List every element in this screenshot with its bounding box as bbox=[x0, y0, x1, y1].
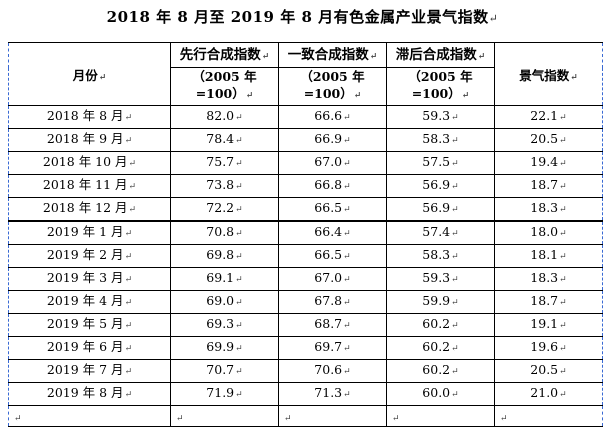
cell-month: 2019 年 7 月↵ bbox=[8, 359, 171, 383]
cell-leading: 69.3↵ bbox=[170, 313, 279, 337]
cell-leading: 69.8↵ bbox=[170, 244, 279, 268]
cell-empty: ↵ bbox=[278, 405, 387, 427]
cell-month: 2019 年 5 月↵ bbox=[8, 313, 171, 337]
title-text: 2018 年 8 月至 2019 年 8 月有色金属产业景气指数 bbox=[106, 8, 489, 26]
cell-coincident: 66.6↵ bbox=[278, 105, 387, 129]
table-row-empty: ↵ ↵ ↵ ↵ ↵ bbox=[8, 405, 603, 427]
table-row: 2019 年 4 月↵ 69.0↵ 67.8↵ 59.9↵ 18.7↵ bbox=[8, 290, 603, 314]
cell-coincident: 68.7↵ bbox=[278, 313, 387, 337]
cell-lagging: 59.3↵ bbox=[386, 105, 495, 129]
cell-coincident: 67.0↵ bbox=[278, 151, 387, 175]
cell-prosperity: 18.7↵ bbox=[494, 174, 603, 198]
cell-coincident: 66.5↵ bbox=[278, 197, 387, 222]
cell-month: 2019 年 4 月↵ bbox=[8, 290, 171, 314]
cell-prosperity: 20.5↵ bbox=[494, 359, 603, 383]
cell-coincident: 69.7↵ bbox=[278, 336, 387, 360]
cell-empty: ↵ bbox=[170, 405, 279, 427]
cell-lagging: 60.2↵ bbox=[386, 359, 495, 383]
cell-leading: 78.4↵ bbox=[170, 128, 279, 152]
cell-prosperity: 19.6↵ bbox=[494, 336, 603, 360]
table-row: 2018 年 9 月↵ 78.4↵ 66.9↵ 58.3↵ 20.5↵ bbox=[8, 128, 603, 152]
cell-month: 2019 年 8 月↵ bbox=[8, 382, 171, 406]
cell-month: 2019 年 6 月↵ bbox=[8, 336, 171, 360]
cell-coincident: 67.0↵ bbox=[278, 267, 387, 291]
cell-month: 2019 年 1 月↵ bbox=[8, 220, 171, 245]
cell-lagging: 59.3↵ bbox=[386, 267, 495, 291]
cell-lagging: 60.2↵ bbox=[386, 336, 495, 360]
table-row: 2019 年 1 月↵ 70.8↵ 66.4↵ 57.4↵ 18.0↵ bbox=[8, 220, 603, 245]
cell-coincident: 71.3↵ bbox=[278, 382, 387, 406]
cell-prosperity: 19.4↵ bbox=[494, 151, 603, 175]
table-row: 2019 年 7 月↵ 70.7↵ 70.6↵ 60.2↵ 20.5↵ bbox=[8, 359, 603, 383]
cell-prosperity: 18.3↵ bbox=[494, 267, 603, 291]
cell-lagging: 60.2↵ bbox=[386, 313, 495, 337]
table-row: 2019 年 2 月↵ 69.8↵ 66.5↵ 58.3↵ 18.1↵ bbox=[8, 244, 603, 268]
cell-coincident: 70.6↵ bbox=[278, 359, 387, 383]
cell-month: 2018 年 11 月↵ bbox=[8, 174, 171, 198]
table-row: 2019 年 5 月↵ 69.3↵ 68.7↵ 60.2↵ 19.1↵ bbox=[8, 313, 603, 337]
cell-leading: 82.0↵ bbox=[170, 105, 279, 129]
cell-coincident: 66.5↵ bbox=[278, 244, 387, 268]
cell-leading: 69.9↵ bbox=[170, 336, 279, 360]
header-leading-base: （2005 年=100）↵ bbox=[170, 67, 279, 106]
cell-lagging: 58.3↵ bbox=[386, 128, 495, 152]
cell-lagging: 60.0↵ bbox=[386, 382, 495, 406]
cell-prosperity: 18.1↵ bbox=[494, 244, 603, 268]
header-coincident: 一致合成指数↵ bbox=[278, 42, 387, 68]
cell-prosperity: 18.0↵ bbox=[494, 220, 603, 245]
cell-prosperity: 19.1↵ bbox=[494, 313, 603, 337]
cell-lagging: 58.3↵ bbox=[386, 244, 495, 268]
cell-month: 2018 年 10 月↵ bbox=[8, 151, 171, 175]
cell-lagging: 57.4↵ bbox=[386, 220, 495, 245]
table-row: 2018 年 10 月↵ 75.7↵ 67.0↵ 57.5↵ 19.4↵ bbox=[8, 151, 603, 175]
cell-leading: 69.0↵ bbox=[170, 290, 279, 314]
table-row: 2019 年 6 月↵ 69.9↵ 69.7↵ 60.2↵ 19.6↵ bbox=[8, 336, 603, 360]
cell-leading: 72.2↵ bbox=[170, 197, 279, 222]
cell-prosperity: 20.5↵ bbox=[494, 128, 603, 152]
cell-prosperity: 18.7↵ bbox=[494, 290, 603, 314]
cell-month: 2019 年 3 月↵ bbox=[8, 267, 171, 291]
cell-lagging: 57.5↵ bbox=[386, 151, 495, 175]
cell-month: 2018 年 9 月↵ bbox=[8, 128, 171, 152]
cell-coincident: 67.8↵ bbox=[278, 290, 387, 314]
cell-lagging: 56.9↵ bbox=[386, 197, 495, 222]
table-body: 2018 年 8 月↵ 82.0↵ 66.6↵ 59.3↵ 22.1↵ 2018 年 9 … bbox=[8, 105, 603, 427]
cell-coincident: 66.9↵ bbox=[278, 128, 387, 152]
table-row: 2018 年 8 月↵ 82.0↵ 66.6↵ 59.3↵ 22.1↵ bbox=[8, 105, 603, 129]
table-row: 2019 年 3 月↵ 69.1↵ 67.0↵ 59.3↵ 18.3↵ bbox=[8, 267, 603, 291]
cell-month: 2019 年 2 月↵ bbox=[8, 244, 171, 268]
header-lagging-base: （2005 年=100）↵ bbox=[386, 67, 495, 106]
cell-month: 2018 年 8 月↵ bbox=[8, 105, 171, 129]
cell-leading: 73.8↵ bbox=[170, 174, 279, 198]
table-row: 2018 年 11 月↵ 73.8↵ 66.8↵ 56.9↵ 18.7↵ bbox=[8, 174, 603, 198]
cell-leading: 71.9↵ bbox=[170, 382, 279, 406]
cell-empty: ↵ bbox=[8, 405, 171, 427]
cell-leading: 69.1↵ bbox=[170, 267, 279, 291]
cell-leading: 70.8↵ bbox=[170, 220, 279, 245]
cell-empty: ↵ bbox=[386, 405, 495, 427]
table-row: 2019 年 8 月↵ 71.9↵ 71.3↵ 60.0↵ 21.0↵ bbox=[8, 382, 603, 406]
cell-lagging: 59.9↵ bbox=[386, 290, 495, 314]
cell-coincident: 66.8↵ bbox=[278, 174, 387, 198]
paragraph-mark-icon: ↵ bbox=[488, 12, 499, 25]
header-lagging: 滞后合成指数↵ bbox=[386, 42, 495, 68]
cell-coincident: 66.4↵ bbox=[278, 220, 387, 245]
cell-lagging: 56.9↵ bbox=[386, 174, 495, 198]
header-coincident-base: （2005 年=100）↵ bbox=[278, 67, 387, 106]
table-row: 2018 年 12 月↵ 72.2↵ 66.5↵ 56.9↵ 18.3↵ bbox=[8, 197, 603, 222]
header-month: 月份↵ bbox=[8, 42, 171, 106]
cell-leading: 70.7↵ bbox=[170, 359, 279, 383]
index-table: 月份↵ 先行合成指数↵ 一致合成指数↵ 滞后合成指数↵ 景气指数↵ （2005 … bbox=[8, 42, 603, 427]
cell-prosperity: 21.0↵ bbox=[494, 382, 603, 406]
header-prosperity: 景气指数↵ bbox=[494, 42, 603, 106]
cell-month: 2018 年 12 月↵ bbox=[8, 197, 171, 222]
cell-leading: 75.7↵ bbox=[170, 151, 279, 175]
header-leading: 先行合成指数↵ bbox=[170, 42, 279, 68]
cell-prosperity: 18.3↵ bbox=[494, 197, 603, 222]
document-title: 2018 年 8 月至 2019 年 8 月有色金属产业景气指数↵ bbox=[0, 6, 605, 27]
cell-prosperity: 22.1↵ bbox=[494, 105, 603, 129]
cell-empty: ↵ bbox=[494, 405, 603, 427]
